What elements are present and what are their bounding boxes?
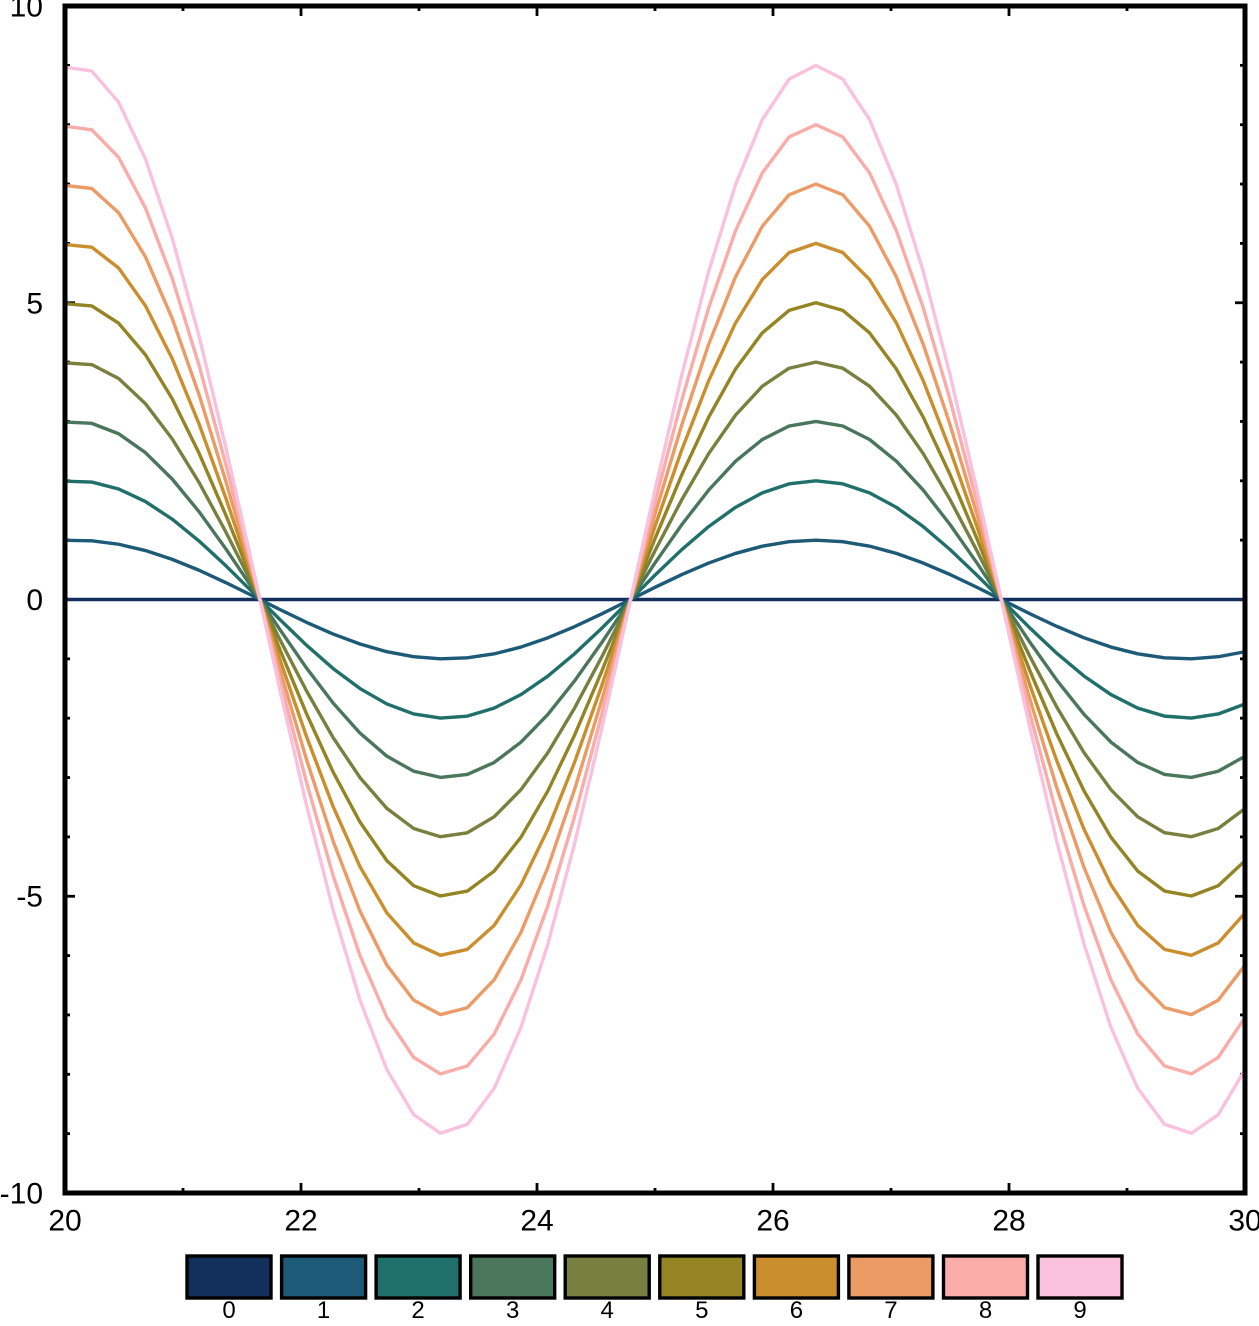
svg-text:9: 9 [1073, 1297, 1086, 1321]
svg-text:5: 5 [695, 1297, 708, 1321]
svg-text:1: 1 [317, 1297, 330, 1321]
svg-text:20: 20 [48, 1205, 81, 1238]
svg-text:10: 10 [10, 0, 43, 24]
svg-text:22: 22 [284, 1205, 317, 1238]
svg-text:24: 24 [520, 1205, 553, 1238]
svg-text:2: 2 [411, 1297, 424, 1321]
svg-text:28: 28 [992, 1205, 1025, 1238]
svg-text:30: 30 [1228, 1205, 1259, 1238]
svg-text:7: 7 [884, 1297, 897, 1321]
svg-text:3: 3 [506, 1297, 519, 1321]
svg-text:4: 4 [601, 1297, 614, 1321]
svg-text:26: 26 [756, 1205, 789, 1238]
svg-text:-5: -5 [16, 881, 43, 914]
svg-text:0: 0 [26, 584, 43, 617]
svg-text:0: 0 [222, 1297, 235, 1321]
svg-text:6: 6 [790, 1297, 803, 1321]
svg-text:-10: -10 [0, 1178, 43, 1211]
svg-text:5: 5 [26, 287, 43, 320]
svg-text:8: 8 [979, 1297, 992, 1321]
